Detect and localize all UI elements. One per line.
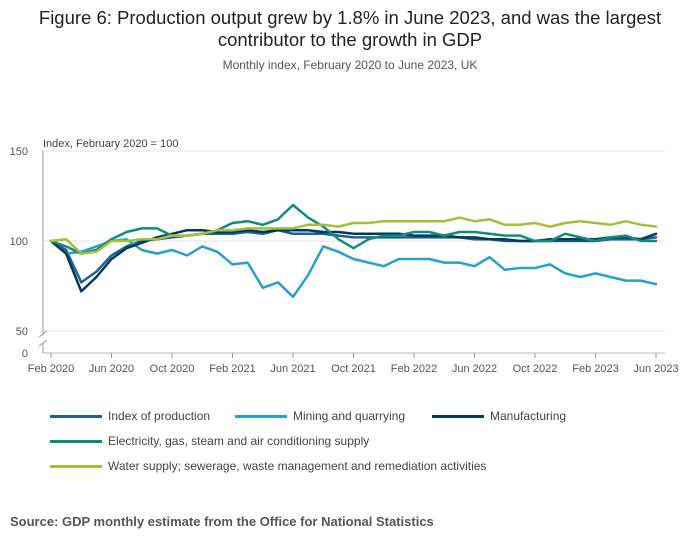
series-line-4	[49, 216, 658, 255]
legend-item-4: Water supply; sewerage, waste management…	[50, 459, 486, 473]
legend-item-2: Manufacturing	[432, 409, 566, 423]
axis-break-mark-2	[38, 339, 48, 347]
legend-item-3: Electricity, gas, steam and air conditio…	[50, 434, 369, 448]
legend-swatch	[50, 414, 102, 418]
x-tick-label-10: Jun 2023	[633, 363, 678, 375]
x-tick-label-0: Feb 2020	[28, 363, 74, 375]
axis-break-mark-1	[38, 330, 48, 338]
legend-label: Mining and quarrying	[293, 409, 406, 423]
legend-swatch	[432, 414, 484, 418]
legend-label: Water supply; sewerage, waste management…	[108, 459, 487, 473]
legend-item-1: Mining and quarrying	[235, 409, 405, 423]
x-tick-label-6: Feb 2022	[391, 363, 437, 375]
x-tick-label-9: Feb 2023	[572, 363, 618, 375]
series-line-1	[49, 237, 658, 299]
chart-subtitle: Monthly index, February 2020 to June 202…	[222, 58, 478, 72]
source-note: Source: GDP monthly estimate from the Of…	[10, 514, 434, 529]
legend-label: Electricity, gas, steam and air conditio…	[108, 434, 370, 448]
y-tick-label-50: 50	[16, 326, 28, 338]
y-tick-label-100: 100	[10, 236, 28, 248]
legend-swatch	[50, 464, 102, 468]
legend-label: Index of production	[108, 409, 211, 423]
legend-label: Manufacturing	[490, 409, 567, 423]
x-tick-label-3: Feb 2021	[209, 363, 255, 375]
y-tick-label-0: 0	[22, 348, 28, 360]
legend-swatch	[235, 414, 287, 418]
x-tick-label-1: Jun 2020	[89, 363, 134, 375]
legend-item-0: Index of production	[50, 409, 210, 423]
y-axis-label: Index, February 2020 = 100	[43, 138, 178, 150]
series-line-3	[49, 203, 658, 255]
chart-title: Figure 6: Production output grew by 1.8%…	[38, 7, 662, 50]
series-lines	[49, 203, 658, 299]
legend-swatch	[50, 439, 102, 443]
x-tick-label-2: Oct 2020	[150, 363, 195, 375]
x-tick-label-7: Jun 2022	[452, 363, 497, 375]
x-tick-label-8: Oct 2022	[513, 363, 558, 375]
x-tick-label-4: Jun 2021	[270, 363, 315, 375]
axes: 0 50 100 150 Feb 2020 Jun 2020 Oct 2020 Feb 202…	[10, 146, 679, 375]
x-tick-label-5: Oct 2021	[331, 363, 376, 375]
y-tick-label-150: 150	[10, 146, 28, 158]
